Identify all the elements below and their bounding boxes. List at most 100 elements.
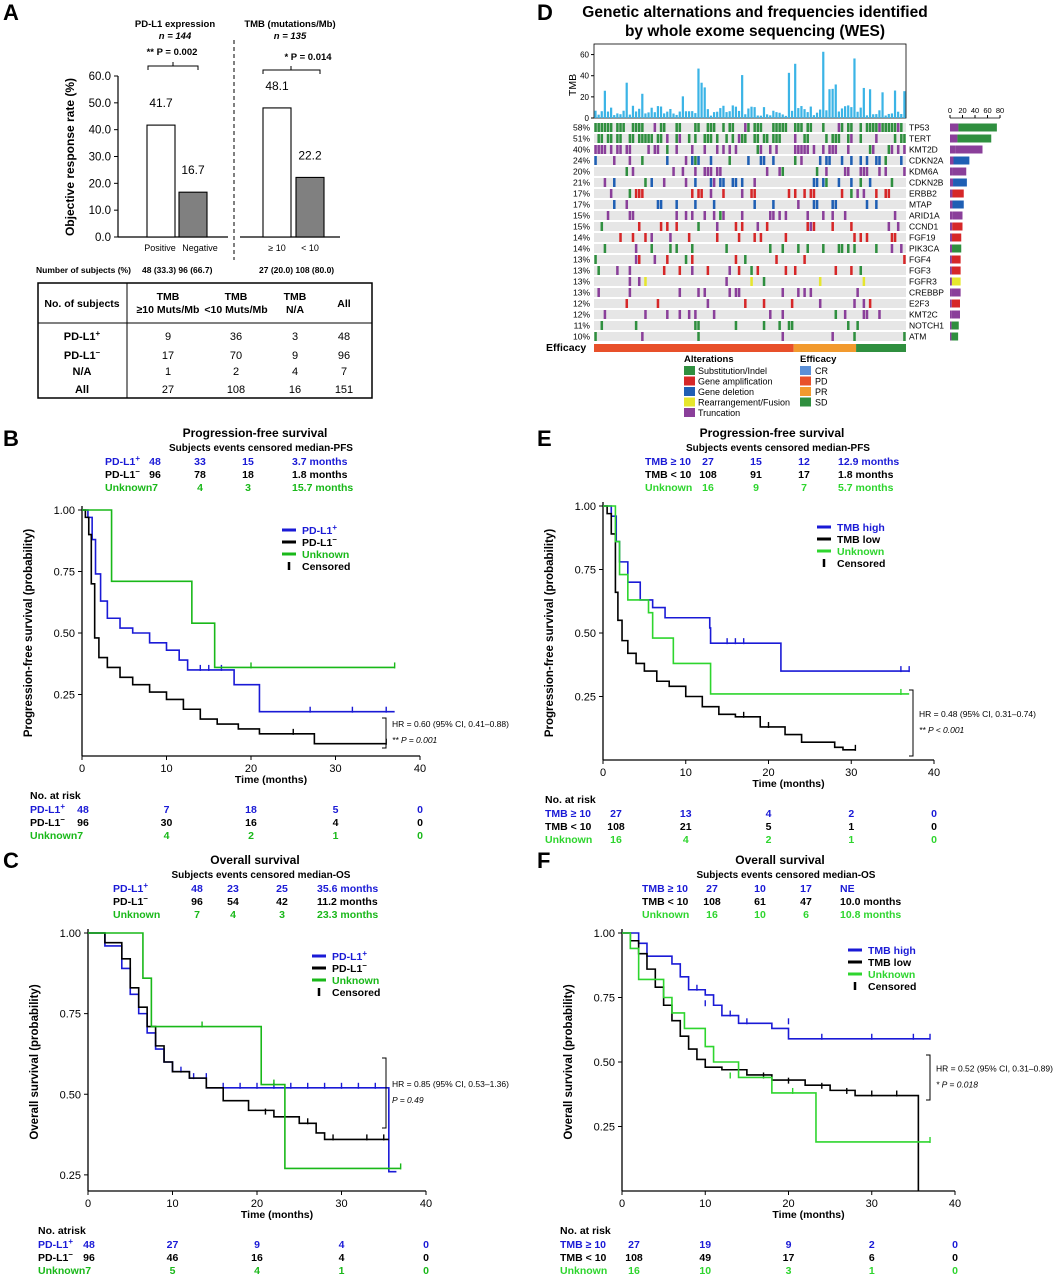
tmb-bar — [800, 106, 803, 118]
km-x-tick-label: 0 — [79, 763, 85, 775]
km-x-tick-label: 40 — [928, 767, 940, 779]
gene-frequency-label: 15% — [573, 211, 590, 221]
oncoprint-cell — [772, 156, 775, 165]
oncoprint-cell — [769, 310, 772, 319]
km-hr-text: HR = 0.60 (95% CI, 0.41–0.88) — [392, 719, 509, 729]
km-summary-value: 91 — [750, 469, 762, 481]
oncoprint-cell — [868, 123, 872, 132]
oncoprint-cell — [694, 310, 697, 319]
km-summary-value: 4 — [230, 909, 236, 921]
gene-name-label: NOTCH1 — [909, 321, 944, 331]
orr-category-label: Positive — [144, 243, 176, 253]
oncoprint-cell — [825, 167, 828, 176]
km-summary-label: TMB ≥ 10 — [642, 883, 688, 895]
freq-bar-segment — [950, 167, 953, 176]
km-risk-label: TMB ≥ 10 — [560, 1239, 606, 1251]
freq-bar-segment — [950, 189, 953, 198]
km-risk-value: 1 — [333, 830, 339, 842]
orr-category-label: < 10 — [301, 243, 319, 253]
oncoprint-cell — [737, 288, 741, 297]
oncoprint-cell — [887, 145, 891, 154]
oncoprint-cell — [900, 244, 903, 253]
km-x-tick-label: 0 — [85, 1198, 91, 1210]
km-y-tick-label: 1.00 — [54, 505, 75, 517]
oncoprint-cell — [865, 233, 869, 242]
freq-bar-segment — [951, 277, 961, 286]
legend-efficacy-swatch — [800, 376, 811, 386]
oncoprint-cell — [834, 266, 838, 275]
km-risk-value: 16 — [251, 1252, 263, 1264]
oncoprint-cell — [806, 145, 809, 154]
oncoprint-cell — [903, 255, 906, 264]
oncoprint-cell — [890, 145, 894, 154]
oncoprint-cell — [806, 222, 809, 231]
oncoprint-cell — [797, 288, 800, 297]
orr-y-tick-label: 0.0 — [95, 232, 111, 244]
oncoprint-cell — [818, 277, 822, 286]
table-row-label: N/A — [73, 366, 92, 378]
table-cell: 4 — [292, 366, 298, 378]
oncoprint-cell — [756, 123, 760, 132]
subjects-table: No. of subjects TMB ≥10 Muts/Mb TMB <10 … — [37, 282, 373, 399]
km-risk-value: 27 — [628, 1239, 640, 1251]
oncoprint-cell — [840, 123, 844, 132]
oncoprint-cell — [594, 255, 597, 264]
gene-name-label: CDKN2B — [909, 178, 944, 188]
legend-alteration-swatch — [684, 366, 695, 375]
oncoprint-cell — [753, 200, 756, 209]
tmb-bar — [859, 107, 862, 118]
oncoprint-cell — [850, 222, 853, 231]
oncoprint-cell — [619, 134, 622, 143]
tmb-y-tick-label: 20 — [580, 93, 589, 102]
km-risk-value: 6 — [869, 1252, 875, 1264]
km-y-tick-label: 0.75 — [60, 1009, 81, 1021]
gene-name-label: CDKN2A — [909, 156, 944, 166]
oncoprint-cell — [756, 134, 760, 143]
oncoprint-cell — [837, 178, 841, 187]
table-header-label: No. of subjects — [44, 298, 119, 310]
oncoprint-cell — [669, 244, 672, 253]
km-summary-value: 96 — [191, 896, 203, 908]
gene-labels: 58% TP53 51% TERT 40% KMT2D 24% CDKN2A 20% KDM6A 2… — [573, 123, 944, 342]
oncoprint-cell — [815, 200, 819, 209]
km-risk-value: 46 — [167, 1252, 179, 1264]
km-x-tick-label: 30 — [335, 1198, 347, 1210]
oncoprint-cell — [675, 123, 678, 132]
oncoprint-cell — [678, 310, 682, 319]
tmb-bar — [887, 113, 890, 118]
oncoprint-cell — [865, 310, 869, 319]
table-cell: 48 — [338, 331, 350, 343]
oncoprint-cell — [666, 145, 669, 154]
oncoprint-cell — [828, 156, 831, 165]
km-risk-value: 1 — [339, 1265, 345, 1277]
oncoprint-cell — [691, 244, 694, 253]
oncoprint-cell — [875, 200, 878, 209]
oncoprint-cell — [641, 156, 644, 165]
efficacy-segment — [856, 344, 906, 352]
oncoprint-cell — [628, 211, 632, 220]
oncoprint-cell — [734, 255, 738, 264]
oncoprint-cell — [812, 145, 816, 154]
oncoprint-cell — [843, 310, 847, 319]
km-summary-value: 108 — [699, 469, 717, 481]
oncoprint-cell — [859, 156, 863, 165]
tmb-bar — [831, 88, 834, 118]
legend-alteration-label: Gene amplification — [698, 377, 773, 387]
legend-alteration-label: Gene deletion — [698, 387, 754, 397]
oncoprint-cell — [744, 255, 747, 264]
km-risk-label: PD-L1– — [30, 815, 65, 829]
pdl1-subject-counts: 48 (33.3) 96 (66.7) — [142, 265, 213, 275]
oncoprint-cell — [822, 211, 825, 220]
km-risk-value: 48 — [77, 804, 89, 816]
km-curve — [82, 509, 395, 713]
oncoprint-cell — [896, 145, 900, 154]
tmb-bar — [853, 58, 856, 118]
oncoprint-cell — [637, 277, 641, 286]
oncoprint-cell — [650, 178, 653, 187]
oncoprint-cell — [887, 123, 891, 132]
gene-name-label: FGF4 — [909, 255, 931, 265]
oncoprint-cell — [744, 123, 747, 132]
freq-tick-label: 80 — [996, 106, 1004, 115]
oncoprint-cell — [765, 222, 769, 231]
km-risk-value: 0 — [931, 821, 937, 833]
